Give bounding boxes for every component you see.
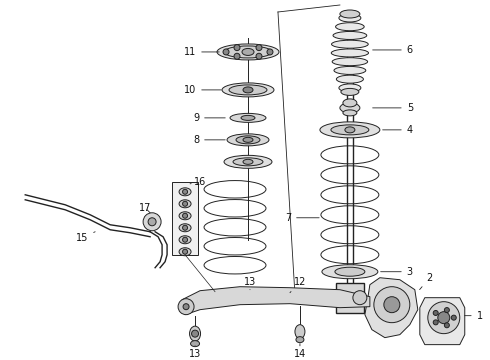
Ellipse shape xyxy=(243,159,253,164)
Circle shape xyxy=(428,302,460,334)
Text: 15: 15 xyxy=(76,232,95,243)
Circle shape xyxy=(234,53,240,59)
Ellipse shape xyxy=(243,87,253,93)
Text: 13: 13 xyxy=(189,346,201,359)
Bar xyxy=(172,182,198,255)
Ellipse shape xyxy=(241,115,255,120)
Ellipse shape xyxy=(332,40,368,48)
Circle shape xyxy=(192,330,198,337)
Circle shape xyxy=(384,297,400,313)
Ellipse shape xyxy=(179,212,191,220)
Polygon shape xyxy=(182,287,370,315)
Text: 12: 12 xyxy=(290,277,306,293)
Circle shape xyxy=(444,323,449,328)
Text: 2: 2 xyxy=(419,273,433,289)
Circle shape xyxy=(183,213,188,218)
Ellipse shape xyxy=(296,337,304,343)
Text: 9: 9 xyxy=(193,113,225,123)
Text: 7: 7 xyxy=(285,213,319,223)
Circle shape xyxy=(183,249,188,254)
Polygon shape xyxy=(420,298,465,345)
Circle shape xyxy=(353,291,367,305)
Ellipse shape xyxy=(190,326,200,341)
Text: 11: 11 xyxy=(184,47,219,57)
Ellipse shape xyxy=(331,49,368,57)
Circle shape xyxy=(183,304,189,310)
Circle shape xyxy=(267,49,273,55)
Text: 5: 5 xyxy=(372,103,413,113)
Circle shape xyxy=(433,320,438,325)
Ellipse shape xyxy=(343,99,357,107)
Circle shape xyxy=(148,218,156,226)
Ellipse shape xyxy=(227,134,269,146)
Circle shape xyxy=(183,237,188,242)
Circle shape xyxy=(183,225,188,230)
Ellipse shape xyxy=(229,85,267,95)
Circle shape xyxy=(438,312,450,324)
Circle shape xyxy=(178,299,194,315)
Ellipse shape xyxy=(179,188,191,196)
Ellipse shape xyxy=(335,267,365,276)
Ellipse shape xyxy=(236,136,260,144)
Circle shape xyxy=(256,53,262,59)
Ellipse shape xyxy=(331,125,369,135)
Ellipse shape xyxy=(322,265,378,279)
Ellipse shape xyxy=(242,49,254,55)
Ellipse shape xyxy=(222,83,274,97)
Circle shape xyxy=(374,287,410,323)
Ellipse shape xyxy=(334,67,366,75)
Ellipse shape xyxy=(230,113,266,122)
Text: 3: 3 xyxy=(381,267,413,277)
Ellipse shape xyxy=(333,31,367,40)
Text: 16: 16 xyxy=(190,177,206,187)
Ellipse shape xyxy=(341,89,359,95)
Ellipse shape xyxy=(340,103,360,113)
Ellipse shape xyxy=(217,44,279,60)
Text: 6: 6 xyxy=(373,45,413,55)
Ellipse shape xyxy=(320,122,380,138)
Text: 13: 13 xyxy=(244,277,256,290)
Circle shape xyxy=(234,45,240,51)
Ellipse shape xyxy=(179,236,191,244)
Ellipse shape xyxy=(339,84,361,92)
Ellipse shape xyxy=(345,127,355,133)
Ellipse shape xyxy=(191,341,199,347)
Ellipse shape xyxy=(179,248,191,256)
Ellipse shape xyxy=(233,158,263,166)
Ellipse shape xyxy=(243,138,253,142)
Text: 17: 17 xyxy=(139,203,151,213)
Text: 8: 8 xyxy=(193,135,225,145)
Circle shape xyxy=(433,310,438,315)
Ellipse shape xyxy=(339,14,361,22)
Ellipse shape xyxy=(336,23,364,31)
Ellipse shape xyxy=(336,75,364,83)
Ellipse shape xyxy=(179,200,191,208)
Circle shape xyxy=(223,49,229,55)
Polygon shape xyxy=(365,278,418,338)
Text: 14: 14 xyxy=(294,344,306,359)
Text: 1: 1 xyxy=(465,311,483,321)
Circle shape xyxy=(444,307,449,312)
Ellipse shape xyxy=(224,155,272,168)
Circle shape xyxy=(183,201,188,206)
Ellipse shape xyxy=(295,325,305,339)
Bar xyxy=(336,283,364,313)
Ellipse shape xyxy=(340,10,360,18)
Ellipse shape xyxy=(343,110,357,116)
Ellipse shape xyxy=(179,224,191,232)
Circle shape xyxy=(183,189,188,194)
Text: 10: 10 xyxy=(184,85,221,95)
Circle shape xyxy=(451,315,456,320)
Circle shape xyxy=(256,45,262,51)
Circle shape xyxy=(143,213,161,231)
Ellipse shape xyxy=(224,46,272,58)
Ellipse shape xyxy=(332,58,368,66)
Text: 4: 4 xyxy=(383,125,413,135)
